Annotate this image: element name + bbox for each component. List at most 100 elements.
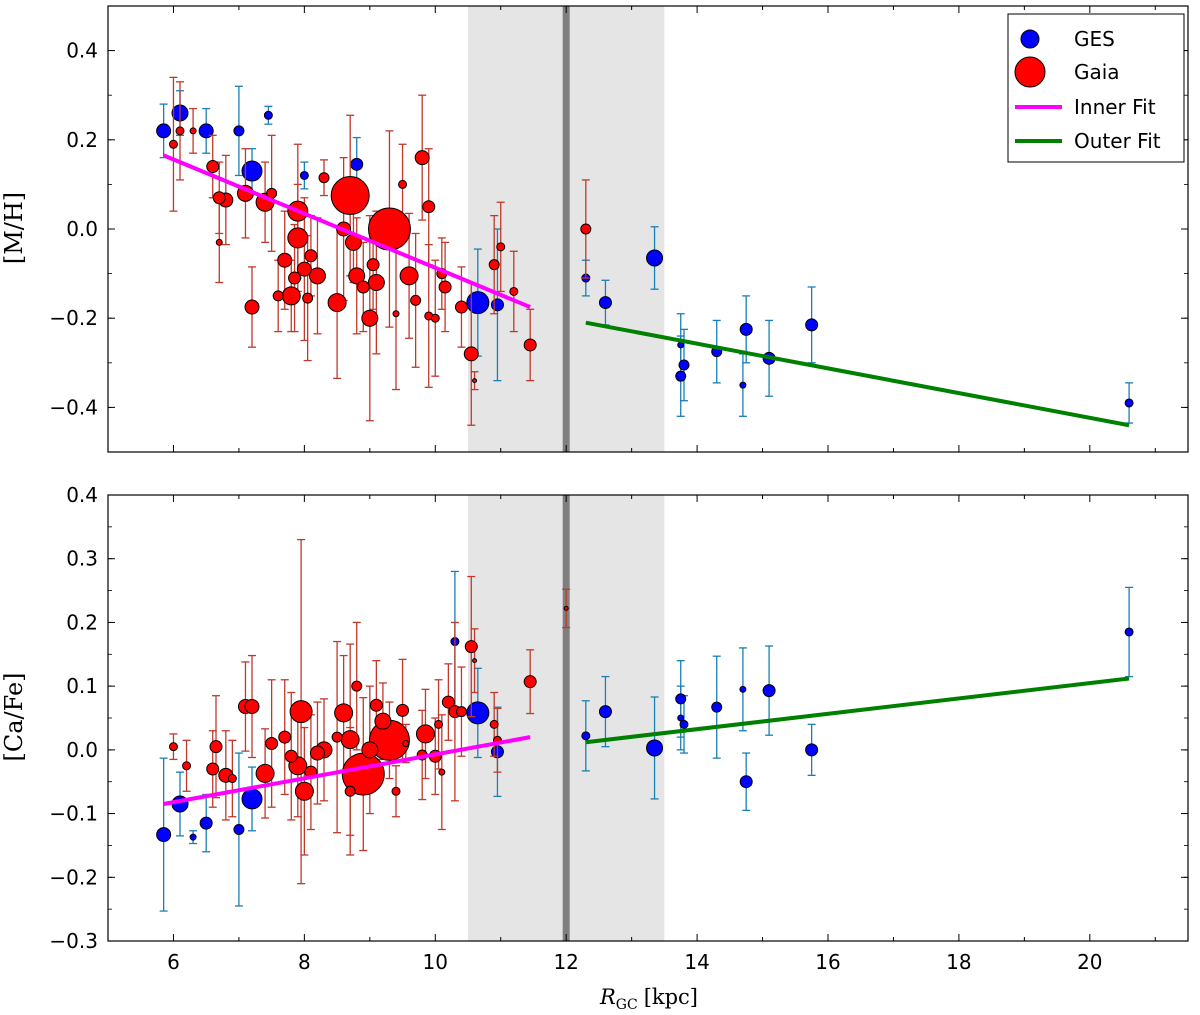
legend: GES Gaia Inner Fit Outer Fit (1007, 13, 1185, 163)
top-gaia-point (366, 258, 380, 272)
top-gaia-point (414, 150, 430, 166)
bottom-gaia-point (434, 719, 444, 729)
bottom-gaia-point (361, 741, 379, 759)
top-ges-point (198, 123, 214, 139)
top-gaia-point (272, 290, 284, 302)
top-ges-point (675, 370, 687, 382)
bottom-gaia-point (209, 740, 223, 754)
top-gaia-point (463, 346, 479, 362)
bottom-ges-point (677, 714, 685, 722)
legend-ges-marker (1020, 29, 1040, 49)
bottom-gaia-point (244, 699, 260, 715)
bottom-gaia-point (340, 730, 360, 750)
bottom-ges-point (739, 685, 747, 693)
bottom-gaia-point (489, 719, 499, 729)
bottom-y-tick-label: 0.1 (66, 674, 98, 698)
top-ges-point (350, 157, 364, 171)
legend-outer-fit-label: Outer Fit (1074, 129, 1161, 153)
bottom-y-tick-label: 0.4 (66, 483, 98, 507)
top-gaia-point (472, 378, 478, 384)
top-gaia-point (281, 286, 301, 306)
legend-ges-label: GES (1074, 27, 1115, 51)
top-outer-fit-line (585, 320, 1130, 428)
top-gaia-point (304, 249, 318, 263)
bottom-ges-point (241, 788, 263, 810)
top-gaia-point (302, 292, 314, 304)
bottom-ges-point (646, 739, 664, 757)
bottom-gaia-point (309, 745, 325, 761)
bottom-gaia-point (344, 785, 356, 797)
top-ges-point (490, 298, 504, 312)
bottom-ges-point (199, 816, 213, 830)
bottom-ges-point (581, 731, 591, 741)
top-gaia-point (168, 139, 178, 149)
bottom-gaia-point (415, 724, 435, 744)
top-gaia-point (399, 266, 419, 286)
top-ges-point (646, 249, 664, 267)
bottom-y-tick-label: −0.1 (49, 802, 98, 826)
top-gaia-point (392, 310, 400, 318)
top-gaia-point (277, 252, 293, 268)
x-tick-label: 6 (167, 950, 180, 974)
bottom-gaia-point (168, 742, 178, 752)
bottom-y-tick-label: −0.3 (49, 929, 98, 953)
top-gaia-point (288, 271, 302, 285)
top-gaia-point (488, 259, 500, 271)
top-gaia-point (361, 309, 379, 327)
bottom-gaia-point (289, 700, 313, 724)
top-ges-point (233, 125, 245, 137)
top-gaia-point (496, 242, 506, 252)
top-gaia-point (398, 179, 408, 189)
bottom-gaia-point (334, 703, 354, 723)
bottom-ges-point (156, 827, 172, 843)
top-gaia-point (206, 160, 220, 174)
metallicity-panel: −0.4 −0.2 0.0 0.2 0.4 (49, 5, 1189, 453)
top-gaia-point (189, 127, 197, 135)
x-tick-label: 18 (946, 950, 971, 974)
top-gaia-point (327, 293, 347, 313)
bottom-inner-fit-line (163, 735, 531, 806)
top-ges-point (156, 123, 172, 139)
bottom-ges-point (805, 743, 819, 757)
bottom-y-tick-label: −0.2 (49, 865, 98, 889)
top-gaia-point (523, 338, 537, 352)
bottom-gaia-point (472, 658, 478, 664)
legend-gaia-label: Gaia (1074, 60, 1120, 84)
bottom-gaia-point (396, 703, 410, 717)
top-ges-point (739, 322, 753, 336)
bottom-gaia-point (278, 730, 292, 744)
bottom-gaia-point (369, 698, 383, 712)
top-gaia-point (330, 176, 370, 216)
bottom-gaia-point (206, 762, 220, 776)
bottom-gaia-point (391, 786, 401, 796)
bottom-gaia-point (441, 695, 455, 709)
bottom-ges-point (711, 701, 723, 713)
top-gaia-point (348, 267, 366, 285)
bottom-ges-point (189, 833, 197, 841)
x-axis-label: RGC [kpc] (599, 985, 698, 1013)
top-gaia-point (509, 286, 519, 296)
top-gaia-point (356, 280, 370, 294)
bottom-ges-point (233, 824, 245, 835)
bottom-y-tick-label: 0.0 (66, 738, 98, 762)
top-gaia-point (438, 280, 452, 294)
top-gaia-point (296, 261, 312, 277)
bottom-gaia-point (455, 706, 467, 718)
top-gaia-point (287, 227, 309, 249)
top-ges-point (805, 318, 819, 332)
bottom-y-tick-label: 0.2 (66, 610, 98, 634)
top-ges-point (299, 170, 309, 180)
top-gaia-point (318, 172, 330, 184)
bottom-gaia-point (182, 761, 192, 771)
top-ges-point (241, 160, 263, 182)
bottom-gaia-point (255, 763, 275, 783)
top-gaia-point (175, 126, 185, 136)
legend-inner-fit-label: Inner Fit (1074, 95, 1156, 119)
x-tick-label: 10 (423, 950, 448, 974)
x-tick-label: 12 (553, 950, 578, 974)
top-gaia-point (454, 300, 468, 314)
top-gaia-point (367, 274, 385, 292)
bottom-ges-point (466, 701, 490, 725)
top-gaia-point (410, 294, 422, 306)
